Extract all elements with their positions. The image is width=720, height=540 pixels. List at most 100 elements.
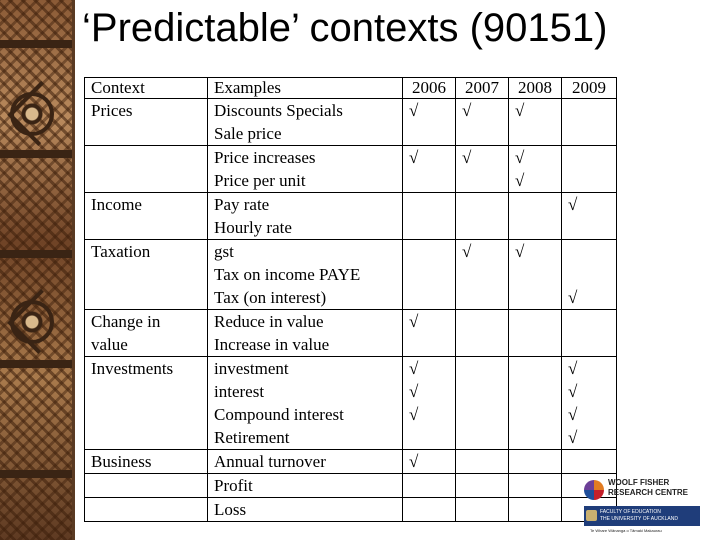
tick-mark [562, 240, 616, 263]
context-label: Prices [91, 101, 133, 120]
year-cell: √ √ [508, 145, 562, 193]
tick-mark [509, 216, 561, 239]
tick-mark [509, 310, 561, 333]
tick-mark: √ [462, 148, 472, 167]
tick-mark [403, 333, 455, 356]
tick-mark [562, 146, 616, 169]
context-label: Investments [91, 359, 174, 378]
tick-mark [509, 193, 561, 216]
tick-mark [562, 333, 616, 356]
year-cell [455, 309, 509, 357]
tick-mark [509, 333, 561, 356]
tick-mark [456, 169, 508, 192]
context-label: Business [91, 452, 152, 471]
year-cell [508, 192, 562, 240]
tick-mark [456, 333, 508, 356]
year-cell [402, 497, 456, 522]
year-cell [561, 145, 617, 193]
tick-mark [509, 474, 561, 497]
context-cell: Change in value [84, 309, 208, 357]
header-context: Context [84, 77, 208, 99]
examples-cell: Profit [207, 473, 403, 498]
context-label [91, 498, 207, 521]
example-item: Hourly rate [214, 218, 292, 237]
context-cell [84, 473, 208, 498]
example-item: Annual turnover [214, 452, 326, 471]
example-item: Tax (on interest) [214, 288, 327, 307]
example-item: Reduce in value [214, 312, 324, 331]
year-cell [402, 192, 456, 240]
tick-mark [456, 216, 508, 239]
research-centre-emblem-icon [584, 480, 604, 500]
tick-mark [403, 426, 455, 449]
tick-mark [509, 498, 561, 521]
example-item: gst [214, 242, 234, 261]
header-year: 2008 [508, 77, 562, 99]
tick-mark: √ [568, 382, 578, 401]
context-label: value [91, 335, 128, 354]
examples-cell: Annual turnover [207, 449, 403, 474]
year-cell: √ [508, 98, 562, 146]
tick-mark [403, 498, 455, 521]
tick-mark [509, 403, 561, 426]
year-cell: √ √ √ √ [561, 356, 617, 450]
tick-mark [562, 310, 616, 333]
context-cell: Income [84, 192, 208, 240]
table-row: Business Annual turnover √ [84, 449, 617, 474]
tick-mark [403, 169, 455, 192]
tick-mark: √ [568, 195, 578, 214]
examples-cell: Pay rate Hourly rate [207, 192, 403, 240]
table-row: Profit [84, 473, 617, 498]
example-item: Pay rate [214, 195, 270, 214]
context-cell: Taxation [84, 239, 208, 310]
year-cell: √ [455, 145, 509, 193]
logo-line-3: FACULTY OF EDUCATION [600, 509, 661, 515]
header-examples: Examples [207, 77, 403, 99]
university-crest-icon [586, 510, 597, 521]
tick-mark: √ [409, 359, 419, 378]
example-item: Discounts Specials [214, 101, 343, 120]
year-cell: √ [402, 145, 456, 193]
tick-mark [509, 426, 561, 449]
table-row: Income Pay rate Hourly rate √ [84, 192, 617, 240]
tick-mark [509, 450, 561, 473]
tick-mark: √ [568, 428, 578, 447]
tapa-pattern-border [0, 0, 72, 540]
year-cell [508, 449, 562, 474]
table-row: Price increases Price per unit √ √ √ √ [84, 145, 617, 193]
year-cell [455, 356, 509, 450]
tick-mark: √ [409, 452, 419, 471]
tick-mark: √ [568, 405, 578, 424]
year-cell: √ [508, 239, 562, 310]
example-item: Sale price [214, 124, 282, 143]
year-cell [402, 473, 456, 498]
example-item: Price increases [214, 148, 316, 167]
example-item: Loss [214, 500, 247, 519]
example-item: investment [214, 359, 289, 378]
tick-mark [562, 263, 616, 286]
year-cell [508, 497, 562, 522]
year-cell: √ [455, 98, 509, 146]
examples-cell: Loss [207, 497, 403, 522]
context-cell: Investments [84, 356, 208, 450]
tapa-edge-divider [72, 0, 75, 540]
tick-mark [403, 240, 455, 263]
year-cell: √ [402, 309, 456, 357]
table-row: Investments investment interest Compound in… [84, 356, 617, 450]
context-label: Change in [91, 312, 161, 331]
tick-mark [403, 216, 455, 239]
tick-mark: √ [409, 405, 419, 424]
slide-title: ‘Predictable’ contexts (90151) [82, 6, 608, 50]
table-row: Loss [84, 497, 617, 522]
tick-mark [456, 122, 508, 145]
examples-cell: Discounts Specials Sale price [207, 98, 403, 146]
tick-mark [509, 286, 561, 309]
tick-mark [509, 122, 561, 145]
context-cell: Business [84, 449, 208, 474]
year-cell: √ [561, 239, 617, 310]
context-cell: Prices [84, 98, 208, 146]
tick-mark [456, 426, 508, 449]
table-row: Taxation gst Tax on income PAYE Tax (on int… [84, 239, 617, 310]
context-cell [84, 497, 208, 522]
tick-mark: √ [515, 242, 525, 261]
